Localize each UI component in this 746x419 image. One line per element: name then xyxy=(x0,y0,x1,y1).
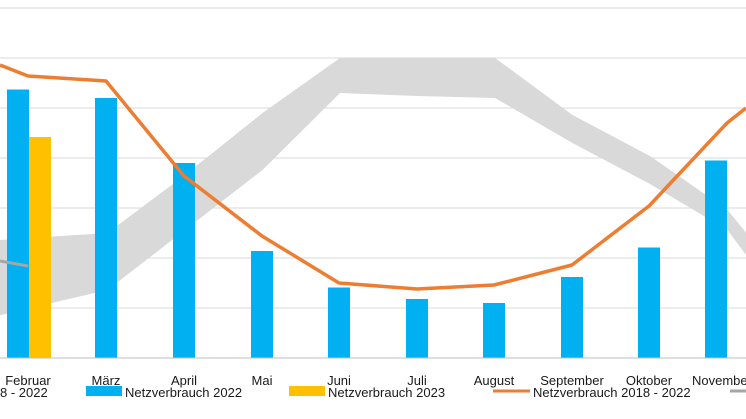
range-band xyxy=(0,58,746,316)
legend-swatch-2022 xyxy=(86,386,122,396)
x-tick-label: September xyxy=(540,373,604,388)
x-tick-label: Mai xyxy=(252,373,273,388)
line-2018-2022 xyxy=(0,63,746,291)
bar-2022 xyxy=(328,287,350,358)
x-tick-label: April xyxy=(171,373,197,388)
x-tick-label: Oktober xyxy=(626,373,673,388)
bar-2022 xyxy=(173,163,195,358)
bar-2022 xyxy=(95,98,117,358)
x-tick-label: Juni xyxy=(327,373,351,388)
legend-label-2023: Netzverbrauch 2023 xyxy=(328,385,445,400)
x-axis-labels: Februar März April Mai Juni Juli August Septemb… xyxy=(5,373,746,388)
legend: 8 - 2022 Netzverbrauch 2022 Netzverbrauc… xyxy=(0,385,746,400)
lines xyxy=(0,63,746,291)
bar-2022 xyxy=(251,251,273,358)
x-tick-label: März xyxy=(92,373,121,388)
bar-2022 xyxy=(638,247,660,358)
x-tick-label: Juli xyxy=(407,373,427,388)
legend-label-2022: Netzverbrauch 2022 xyxy=(125,385,242,400)
legend-swatch-2023 xyxy=(289,386,325,396)
bar-2022 xyxy=(7,89,29,358)
bar-2022 xyxy=(705,160,727,358)
legend-label-avg: Netzverbrauch 2018 - 2022 xyxy=(533,385,691,400)
legend-partial-label: 8 - 2022 xyxy=(0,385,48,400)
bars xyxy=(7,89,727,358)
bar-2022 xyxy=(406,299,428,358)
bar-2022 xyxy=(561,277,583,358)
bar-2022 xyxy=(483,303,505,358)
x-tick-label: Februar xyxy=(5,373,51,388)
x-tick-label: August xyxy=(474,373,515,388)
x-tick-label: November xyxy=(692,373,746,388)
bar-2023 xyxy=(29,137,51,358)
line-gray xyxy=(0,259,29,268)
range-band-area xyxy=(0,58,746,316)
